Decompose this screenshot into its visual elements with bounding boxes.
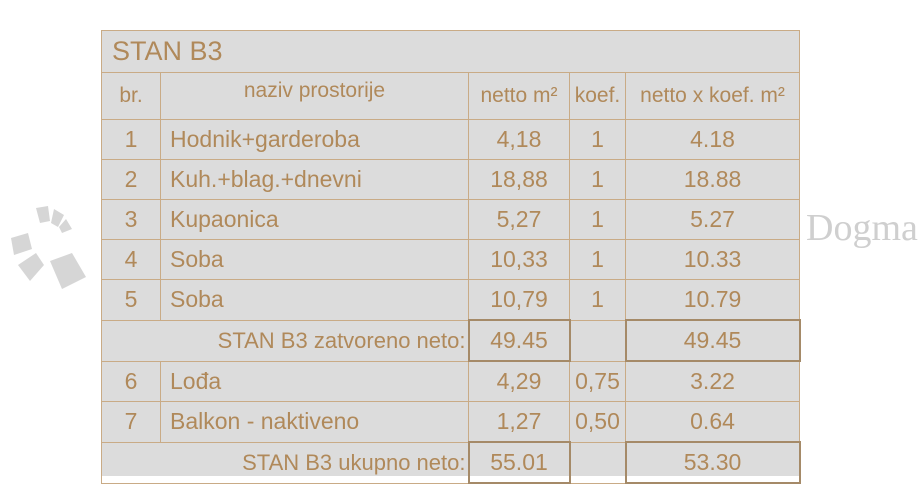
empty-cell — [569, 441, 626, 484]
row-name: Hodnik+garderoba — [160, 119, 469, 160]
row-netto: 4,29 — [468, 360, 570, 402]
row-name: Kuh.+blag.+dnevni — [160, 159, 469, 200]
row-total: 5.27 — [624, 199, 801, 240]
row-name: Soba — [160, 279, 469, 321]
row-netto: 18,88 — [468, 159, 570, 200]
row-no: 7 — [101, 401, 161, 443]
row-koef: 1 — [569, 119, 626, 160]
header-netto: netto m² — [468, 72, 570, 120]
row-no: 6 — [101, 360, 161, 402]
row-total: 10.79 — [624, 279, 801, 321]
row-koef: 0,50 — [569, 401, 626, 443]
row-koef: 1 — [569, 199, 626, 240]
row-no: 5 — [101, 279, 161, 321]
subtotal-netto: 49.45 — [467, 319, 571, 362]
row-total: 10.33 — [624, 239, 801, 280]
total-total: 53.30 — [624, 441, 801, 484]
table-row: 3 Kupaonica 5,27 1 5.27 — [101, 199, 801, 240]
table-row: 2 Kuh.+blag.+dnevni 18,88 1 18.88 — [101, 159, 801, 200]
total-label: STAN B3 ukupno neto: — [101, 441, 469, 484]
row-no: 2 — [101, 159, 161, 200]
table-title: STAN B3 — [100, 30, 801, 73]
header-koef: koef. — [569, 72, 626, 120]
row-total: 18.88 — [624, 159, 801, 200]
row-name: Kupaonica — [160, 199, 469, 240]
row-netto: 4,18 — [468, 119, 570, 160]
subtotal-row: STAN B3 zatvoreno neto: 49.45 49.45 — [101, 319, 801, 362]
row-koef: 1 — [569, 279, 626, 321]
header-row: br. naziv prostorije netto m² koef. nett… — [101, 72, 801, 120]
row-total: 0.64 — [624, 401, 801, 443]
watermark-logo-icon — [11, 206, 86, 289]
table-row: 6 Lođa 4,29 0,75 3.22 — [101, 360, 801, 402]
header-name: naziv prostorije — [160, 72, 469, 120]
table-row: 5 Soba 10,79 1 10.79 — [101, 279, 801, 321]
row-name: Lođa — [160, 360, 469, 402]
row-name: Soba — [160, 239, 469, 280]
row-netto: 10,33 — [468, 239, 570, 280]
row-total: 3.22 — [624, 360, 801, 402]
table-row: 1 Hodnik+garderoba 4,18 1 4.18 — [101, 119, 801, 160]
row-total: 4.18 — [624, 119, 801, 160]
row-koef: 0,75 — [569, 360, 626, 402]
row-no: 4 — [101, 239, 161, 280]
header-total: netto x koef. m² — [624, 72, 801, 120]
row-koef: 1 — [569, 159, 626, 200]
total-row: STAN B3 ukupno neto: 55.01 53.30 — [101, 441, 801, 484]
row-koef: 1 — [569, 239, 626, 280]
row-netto: 5,27 — [468, 199, 570, 240]
empty-cell — [569, 319, 626, 362]
subtotal-total: 49.45 — [624, 319, 801, 362]
table-row: 4 Soba 10,33 1 10.33 — [101, 239, 801, 280]
subtotal-label: STAN B3 zatvoreno neto: — [101, 319, 469, 362]
row-netto: 10,79 — [468, 279, 570, 321]
row-no: 1 — [101, 119, 161, 160]
header-no: br. — [101, 72, 161, 120]
watermark-text: Dogma — [806, 207, 918, 249]
total-netto: 55.01 — [467, 441, 571, 484]
row-netto: 1,27 — [468, 401, 570, 443]
row-name: Balkon - naktiveno — [160, 401, 469, 443]
table-row: 7 Balkon - naktiveno 1,27 0,50 0.64 — [101, 401, 801, 443]
room-area-table: STAN B3 br. naziv prostorije netto m² ko… — [100, 30, 801, 484]
row-no: 3 — [101, 199, 161, 240]
